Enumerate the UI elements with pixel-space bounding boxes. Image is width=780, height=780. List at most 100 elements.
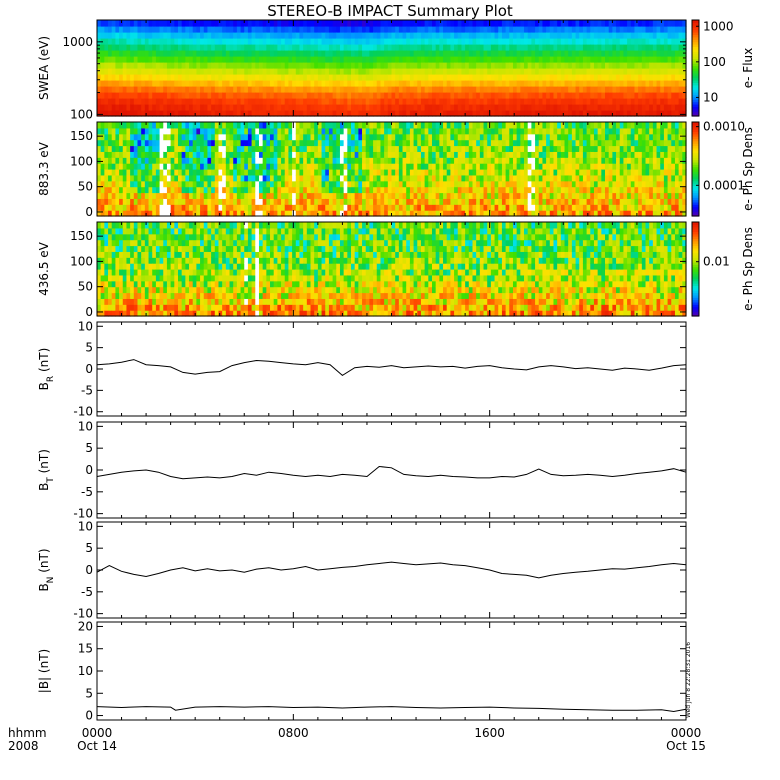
heatmap-cell [277, 32, 282, 39]
heatmap-cell [115, 145, 120, 152]
heatmap-cell [222, 44, 227, 51]
heatmap-cell [288, 157, 293, 164]
heatmap-cell [218, 56, 223, 63]
heatmap-cell [166, 56, 172, 63]
heatmap-cell [590, 26, 595, 33]
heatmap-cell [321, 44, 326, 51]
heatmap-cell [358, 127, 363, 135]
heatmap-cell [258, 186, 264, 194]
heatmap-cell [406, 68, 411, 75]
heatmap-cell [483, 56, 488, 63]
heatmap-cell [450, 174, 455, 182]
heatmap-cell [211, 163, 216, 170]
heatmap-cell [674, 104, 680, 111]
heatmap-cell [582, 104, 588, 111]
heatmap-cell [645, 74, 650, 81]
heatmap-cell [351, 163, 356, 170]
heatmap-cell [538, 32, 544, 39]
heatmap-cell [104, 20, 109, 27]
heatmap-cell [137, 62, 142, 69]
heatmap-cell [115, 98, 120, 105]
heatmap-cell [97, 122, 102, 129]
heatmap-cell [288, 204, 293, 211]
heatmap-cell [306, 169, 312, 176]
heatmap-cell [351, 92, 356, 99]
heatmap-cell [623, 133, 628, 141]
heatmap-cell [332, 133, 337, 141]
heatmap-cell [612, 68, 617, 75]
heatmap-cell [439, 192, 444, 199]
heatmap-cell [325, 26, 330, 33]
heatmap-cell [166, 127, 172, 135]
heatmap-cell [236, 50, 242, 57]
heatmap-cell [332, 122, 337, 129]
heatmap-cell [155, 198, 161, 205]
heatmap-cell [431, 133, 437, 141]
heatmap-cell [152, 204, 157, 211]
heatmap-cell [247, 20, 253, 27]
heatmap-cell [391, 157, 396, 164]
heatmap-cell [255, 139, 260, 147]
heatmap-cell [211, 110, 216, 117]
heatmap-cell [542, 198, 547, 205]
colorbar-step [692, 56, 699, 59]
heatmap-cell [244, 133, 249, 141]
heatmap-cell [564, 98, 569, 105]
heatmap-cell [542, 122, 547, 129]
heatmap-cell [435, 38, 440, 45]
heatmap-cell [564, 74, 569, 81]
heatmap-cell [531, 62, 536, 69]
heatmap-cell [262, 38, 267, 45]
heatmap-cell [406, 110, 411, 117]
heatmap-cell [571, 98, 577, 105]
heatmap-cell [461, 44, 466, 51]
heatmap-cell [472, 186, 477, 194]
heatmap-cell [446, 180, 451, 188]
heatmap-cell [674, 32, 680, 39]
heatmap-cell [446, 68, 451, 75]
heatmap-cell [211, 192, 216, 199]
heatmap-cell [608, 62, 613, 69]
heatmap-cell [339, 92, 345, 99]
heatmap-cell [380, 44, 385, 51]
heatmap-cell [258, 26, 264, 33]
heatmap-cell [122, 44, 128, 51]
heatmap-cell [428, 92, 433, 99]
heatmap-cell [137, 122, 142, 129]
heatmap-cell [310, 169, 315, 176]
heatmap-cell [568, 186, 573, 194]
heatmap-cell [365, 133, 371, 141]
heatmap-cell [623, 157, 628, 164]
heatmap-cell [564, 68, 569, 75]
colorbar-step [692, 22, 699, 26]
heatmap-cell [225, 74, 231, 81]
heatmap-cell [255, 38, 260, 45]
heatmap-cell [211, 169, 216, 176]
heatmap-cell [398, 104, 404, 111]
heatmap-cell [332, 86, 337, 93]
heatmap-cell [608, 186, 613, 194]
heatmap-cell [593, 62, 599, 69]
heatmap-cell [538, 74, 544, 81]
heatmap-cell [549, 198, 555, 205]
heatmap-cell [347, 104, 352, 111]
colorbar-step [692, 29, 699, 33]
heatmap-cell [163, 169, 168, 176]
heatmap-cell [133, 139, 139, 147]
heatmap-cell [233, 38, 238, 45]
heatmap-cell [395, 104, 400, 111]
heatmap-cell [347, 20, 352, 27]
heatmap-cell [351, 145, 356, 152]
heatmap-cell [579, 157, 584, 164]
heatmap-cell [380, 110, 385, 117]
heatmap-cell [439, 74, 444, 81]
heatmap-cell [678, 110, 683, 117]
heatmap-cell [406, 151, 411, 158]
heatmap-cell [501, 122, 507, 129]
heatmap-cell [582, 20, 588, 27]
heatmap-cell [126, 20, 131, 27]
heatmap-cell [130, 50, 135, 57]
heatmap-cell [247, 210, 253, 217]
heatmap-cell [586, 110, 591, 117]
heatmap-cell [417, 133, 422, 141]
